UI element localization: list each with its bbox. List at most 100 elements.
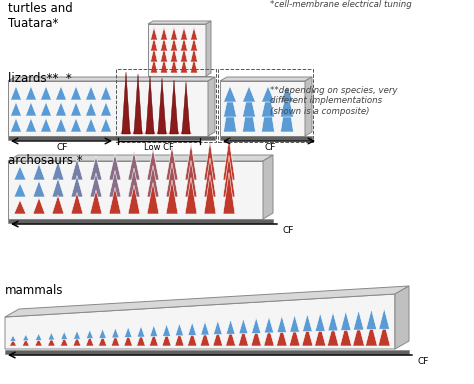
Polygon shape — [166, 163, 178, 197]
Polygon shape — [146, 76, 154, 134]
Polygon shape — [281, 90, 293, 132]
Polygon shape — [147, 166, 159, 197]
Polygon shape — [120, 118, 131, 134]
Polygon shape — [35, 338, 42, 346]
Polygon shape — [9, 339, 17, 346]
Text: Low CF: Low CF — [144, 143, 174, 152]
Polygon shape — [133, 118, 144, 134]
Polygon shape — [224, 90, 237, 132]
Polygon shape — [71, 192, 83, 214]
Polygon shape — [191, 47, 198, 62]
Polygon shape — [213, 320, 222, 334]
Polygon shape — [200, 330, 210, 346]
Polygon shape — [10, 102, 21, 116]
Polygon shape — [99, 329, 106, 338]
Polygon shape — [366, 309, 377, 329]
Polygon shape — [26, 118, 36, 132]
Polygon shape — [134, 74, 142, 134]
Polygon shape — [55, 86, 66, 100]
Polygon shape — [35, 333, 42, 340]
Polygon shape — [262, 90, 274, 132]
Polygon shape — [124, 334, 132, 346]
Polygon shape — [226, 319, 235, 334]
Polygon shape — [124, 327, 132, 338]
Polygon shape — [252, 318, 261, 333]
Polygon shape — [150, 325, 158, 337]
Polygon shape — [71, 86, 82, 100]
Polygon shape — [148, 21, 211, 24]
Polygon shape — [181, 27, 188, 40]
Polygon shape — [26, 102, 36, 116]
Text: turtles and
Tuatara*: turtles and Tuatara* — [8, 2, 73, 30]
Polygon shape — [204, 175, 216, 214]
Polygon shape — [243, 86, 255, 102]
Bar — [148, 76, 211, 80]
Polygon shape — [365, 323, 377, 346]
Polygon shape — [99, 335, 107, 346]
Text: archosaurs *: archosaurs * — [8, 154, 82, 167]
Polygon shape — [163, 324, 171, 336]
Polygon shape — [147, 149, 159, 180]
Polygon shape — [175, 323, 183, 336]
Polygon shape — [161, 27, 167, 40]
Polygon shape — [156, 118, 167, 134]
Polygon shape — [353, 310, 364, 330]
Polygon shape — [206, 21, 211, 76]
Polygon shape — [161, 47, 167, 62]
Polygon shape — [85, 118, 97, 132]
Polygon shape — [23, 334, 29, 341]
Polygon shape — [145, 118, 155, 134]
Polygon shape — [128, 151, 140, 180]
Bar — [8, 81, 208, 136]
Polygon shape — [191, 57, 198, 73]
Bar — [8, 161, 263, 219]
Text: CF: CF — [264, 143, 276, 152]
Polygon shape — [151, 27, 157, 40]
Text: CF: CF — [56, 143, 68, 152]
Polygon shape — [137, 326, 145, 337]
Polygon shape — [243, 90, 255, 132]
Polygon shape — [109, 187, 121, 214]
Polygon shape — [52, 195, 64, 214]
Polygon shape — [238, 329, 248, 346]
Polygon shape — [112, 328, 119, 338]
Polygon shape — [171, 27, 177, 40]
Polygon shape — [52, 178, 64, 197]
Polygon shape — [149, 333, 158, 346]
Polygon shape — [151, 37, 157, 51]
Polygon shape — [10, 118, 21, 132]
Text: lizards**  *: lizards** * — [8, 72, 72, 85]
Polygon shape — [204, 158, 216, 197]
Polygon shape — [33, 164, 45, 180]
Polygon shape — [71, 175, 83, 197]
Polygon shape — [10, 335, 16, 341]
Polygon shape — [379, 308, 390, 329]
Polygon shape — [14, 200, 26, 214]
Polygon shape — [185, 161, 197, 197]
Polygon shape — [185, 144, 197, 180]
Polygon shape — [204, 141, 216, 180]
Polygon shape — [185, 177, 197, 214]
Polygon shape — [302, 326, 313, 346]
Polygon shape — [33, 180, 45, 197]
Polygon shape — [147, 182, 159, 214]
Polygon shape — [281, 88, 293, 117]
Bar — [8, 219, 273, 223]
Polygon shape — [315, 313, 325, 331]
Polygon shape — [55, 118, 66, 132]
Bar — [220, 81, 305, 136]
Polygon shape — [171, 57, 177, 73]
Polygon shape — [5, 286, 409, 317]
Polygon shape — [239, 318, 248, 334]
Polygon shape — [100, 102, 111, 116]
Polygon shape — [223, 172, 235, 214]
Text: mammals: mammals — [5, 284, 64, 297]
Polygon shape — [168, 118, 180, 134]
Polygon shape — [277, 316, 287, 333]
Polygon shape — [223, 139, 235, 180]
Polygon shape — [60, 337, 68, 346]
Polygon shape — [224, 88, 237, 117]
Polygon shape — [315, 325, 326, 346]
Polygon shape — [33, 197, 45, 214]
Polygon shape — [100, 118, 111, 132]
